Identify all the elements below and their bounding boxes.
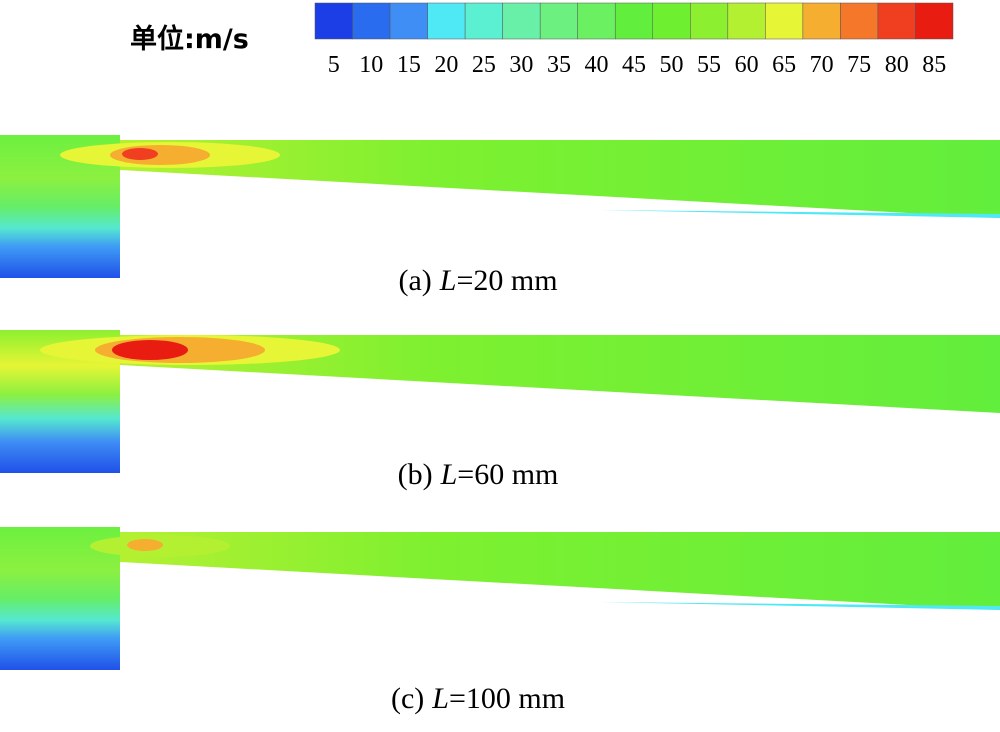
legend-title: 单位:m/s [130, 23, 249, 55]
legend-label: 65 [772, 52, 796, 78]
color-cell [614, 2, 654, 40]
legend-label: 30 [509, 52, 533, 78]
color-cell [652, 2, 691, 40]
color-cell [389, 2, 428, 40]
captions: (a) L=20 mm(b) L=60 mm(c) L=100 mm [391, 264, 565, 715]
panel-caption: (c) L=100 mm [391, 682, 565, 715]
legend-label: 45 [622, 52, 646, 78]
color-cell [877, 2, 916, 40]
color-cell [427, 2, 466, 40]
color-cell [502, 2, 541, 40]
caption-value: =60 mm [457, 458, 558, 491]
caption-value: =20 mm [456, 264, 557, 297]
color-cell [577, 2, 616, 40]
legend-label: 60 [735, 52, 759, 78]
caption-value: =100 mm [449, 682, 565, 715]
legend-label: 50 [660, 52, 684, 78]
panel-caption: (b) L=60 mm [398, 458, 559, 491]
legend-label: 10 [359, 52, 383, 78]
legend-label: 15 [397, 52, 421, 78]
color-cell [915, 2, 954, 40]
color-cell [464, 2, 503, 40]
panel-caption: (a) L=20 mm [398, 264, 557, 297]
contour-panel-a [0, 135, 1000, 278]
legend-label: 80 [885, 52, 909, 78]
color-cell [690, 2, 729, 40]
legend-label: 20 [434, 52, 458, 78]
caption-variable: L [439, 264, 457, 297]
legend-label: 85 [922, 52, 946, 78]
caption-label: (a) [398, 264, 431, 297]
legend-label: 25 [472, 52, 496, 78]
color-cell [840, 2, 879, 40]
legend-label: 55 [697, 52, 721, 78]
color-bar: 5 10 15 20 25 30 35 40 45 50 55 60 65 70 75 80 85 [314, 2, 954, 78]
color-cell [314, 2, 353, 40]
caption-variable: L [431, 682, 449, 715]
contour-panel-c [0, 527, 1000, 670]
legend-label: 70 [810, 52, 834, 78]
legend-label: 75 [847, 52, 871, 78]
legend-label: 5 [328, 52, 340, 78]
contour-panel-b [0, 330, 1000, 473]
color-cell [352, 2, 391, 40]
caption-variable: L [440, 458, 458, 491]
color-cell [802, 2, 841, 40]
color-cell [765, 2, 804, 40]
legend-label: 40 [584, 52, 608, 78]
legend-label: 35 [547, 52, 571, 78]
caption-label: (c) [391, 682, 424, 715]
caption-label: (b) [398, 458, 433, 491]
color-cell [539, 2, 578, 40]
color-cell [727, 2, 766, 40]
